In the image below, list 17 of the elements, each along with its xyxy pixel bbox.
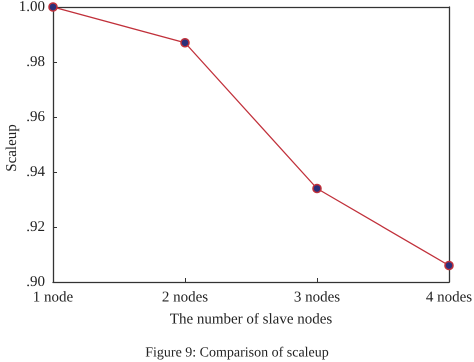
y-tick-label: .96 xyxy=(26,109,46,125)
point xyxy=(444,260,454,270)
y-tick-label: .94 xyxy=(26,164,46,180)
x-tick-label: 3 nodes xyxy=(294,290,340,306)
x-tick-label: 4 nodes xyxy=(426,290,472,306)
x-tick-label: 1 node xyxy=(32,290,74,306)
y-tick-label: .90 xyxy=(26,274,45,290)
caption: Figure 9: Comparison of scaleup xyxy=(145,346,329,360)
y-tick-label: .98 xyxy=(26,54,45,70)
x-tick-label: 2 nodes xyxy=(162,290,208,306)
y-axis-title: Scaleup xyxy=(4,124,20,172)
point xyxy=(312,184,322,194)
y-tick-label: .92 xyxy=(26,219,45,235)
y-tick-label: 1.00 xyxy=(18,0,45,15)
x-axis-title: The number of slave nodes xyxy=(170,312,332,328)
point xyxy=(180,38,190,48)
point xyxy=(48,2,58,12)
